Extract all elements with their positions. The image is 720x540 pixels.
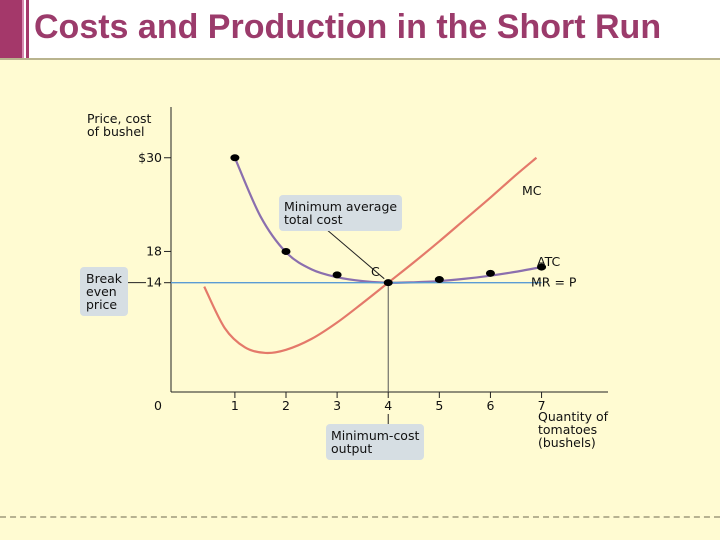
mc-label: MC (522, 183, 542, 198)
data-point (485, 269, 495, 277)
x-tick-label: 1 (231, 398, 239, 413)
slide-title: Costs and Production in the Short Run (34, 8, 662, 46)
x-tick-label: 2 (282, 398, 290, 413)
point-c-label: C (371, 264, 380, 279)
y-axis-title: of bushel (87, 124, 144, 139)
x-tick-label: 4 (384, 398, 392, 413)
atc-label: ATC (537, 254, 560, 269)
accent-bar (26, 0, 29, 60)
y-axis-title: Price, cost (87, 111, 151, 126)
callout-line: total cost (284, 212, 343, 227)
data-point (537, 263, 547, 271)
x-axis-title: (bushels) (538, 435, 596, 450)
callout-line: Minimum-cost (331, 428, 420, 443)
header-divider (0, 58, 720, 60)
y-tick-label: 18 (146, 243, 162, 258)
origin-label: 0 (154, 398, 162, 413)
data-point (434, 276, 444, 284)
callout-line: even (86, 284, 117, 299)
minimum-cost-output-callout: Minimum-cost output (326, 424, 425, 460)
accent-bar (22, 0, 24, 60)
callout-line: Break (86, 271, 123, 286)
y-tick-label: 14 (146, 275, 162, 290)
footer-divider (0, 516, 720, 518)
data-point (230, 154, 240, 162)
mr-p-label: MR = P (531, 275, 577, 290)
callout-line: price (86, 297, 118, 312)
min-atc-leader (325, 228, 385, 280)
x-tick-label: 3 (333, 398, 341, 413)
callout-line: output (331, 441, 373, 456)
slide-header: Costs and Production in the Short Run (0, 0, 720, 60)
data-point (281, 247, 291, 255)
x-tick-label: 5 (435, 398, 443, 413)
mc-curve (203, 156, 538, 355)
data-point (383, 279, 393, 287)
breakeven-price-callout: Break even price (80, 267, 129, 316)
accent-bar (0, 0, 22, 60)
data-point (332, 271, 342, 279)
y-tick-label: $30 (138, 150, 162, 165)
callout-line: Minimum average (284, 199, 398, 214)
x-tick-label: 7 (538, 398, 546, 413)
x-tick-label: 6 (486, 398, 494, 413)
x-axis-title: Quantity of (538, 409, 609, 424)
minimum-atc-callout: Minimum average total cost (279, 195, 403, 231)
x-axis-title: tomatoes (538, 422, 597, 437)
